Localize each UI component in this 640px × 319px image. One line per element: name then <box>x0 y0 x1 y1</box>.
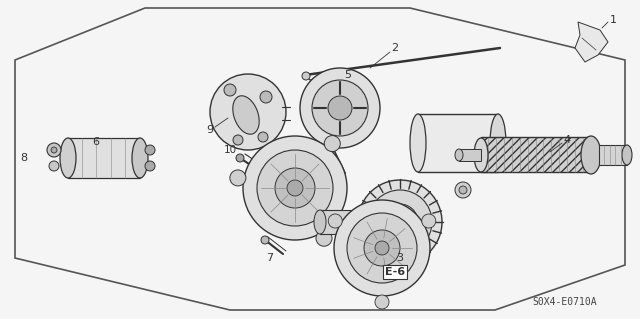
Circle shape <box>329 185 335 191</box>
Ellipse shape <box>622 145 632 165</box>
Circle shape <box>302 72 310 80</box>
Circle shape <box>233 135 243 145</box>
Ellipse shape <box>410 114 426 172</box>
Circle shape <box>364 230 400 266</box>
Text: 9: 9 <box>207 125 214 135</box>
Circle shape <box>316 230 332 246</box>
Bar <box>599 145 627 165</box>
Circle shape <box>328 214 342 228</box>
Text: S0X4-E0710A: S0X4-E0710A <box>532 297 597 307</box>
Circle shape <box>261 236 269 244</box>
Circle shape <box>334 200 430 296</box>
Text: 3: 3 <box>397 253 403 263</box>
Ellipse shape <box>132 138 148 178</box>
Circle shape <box>300 68 380 148</box>
Text: 6: 6 <box>93 137 99 147</box>
Text: 1: 1 <box>609 15 616 25</box>
Circle shape <box>257 150 333 226</box>
Ellipse shape <box>354 210 366 234</box>
Circle shape <box>145 161 155 171</box>
Circle shape <box>382 204 418 240</box>
Circle shape <box>275 168 315 208</box>
Bar <box>459 149 481 161</box>
Text: E-6: E-6 <box>385 267 405 277</box>
Circle shape <box>392 214 408 230</box>
Circle shape <box>260 91 272 103</box>
Ellipse shape <box>233 96 259 134</box>
Text: 7: 7 <box>266 253 273 263</box>
Circle shape <box>145 145 155 155</box>
Circle shape <box>368 190 432 254</box>
Text: 5: 5 <box>344 70 351 80</box>
Circle shape <box>459 186 467 194</box>
Bar <box>320 210 360 234</box>
Circle shape <box>455 182 471 198</box>
Circle shape <box>51 147 57 153</box>
Circle shape <box>422 214 436 228</box>
Circle shape <box>224 84 236 96</box>
Circle shape <box>358 180 442 264</box>
Ellipse shape <box>314 210 326 234</box>
Ellipse shape <box>490 114 506 172</box>
Text: 8: 8 <box>20 153 28 163</box>
Circle shape <box>236 154 244 162</box>
Circle shape <box>347 213 417 283</box>
Bar <box>418 114 498 172</box>
Circle shape <box>47 143 61 157</box>
Circle shape <box>375 295 389 309</box>
Circle shape <box>210 74 286 150</box>
Circle shape <box>328 96 352 120</box>
Bar <box>68 138 140 178</box>
Text: 10: 10 <box>223 145 237 155</box>
Text: 4: 4 <box>563 135 571 145</box>
Circle shape <box>287 180 303 196</box>
Ellipse shape <box>455 149 463 161</box>
Bar <box>481 137 591 172</box>
Ellipse shape <box>60 138 76 178</box>
Circle shape <box>312 80 368 136</box>
Circle shape <box>230 170 246 186</box>
Text: 2: 2 <box>392 43 399 53</box>
Circle shape <box>375 241 389 255</box>
Polygon shape <box>575 22 608 62</box>
Ellipse shape <box>474 138 488 172</box>
Circle shape <box>49 161 59 171</box>
Circle shape <box>324 136 340 152</box>
Circle shape <box>243 136 347 240</box>
Circle shape <box>258 132 268 142</box>
Ellipse shape <box>581 136 601 174</box>
